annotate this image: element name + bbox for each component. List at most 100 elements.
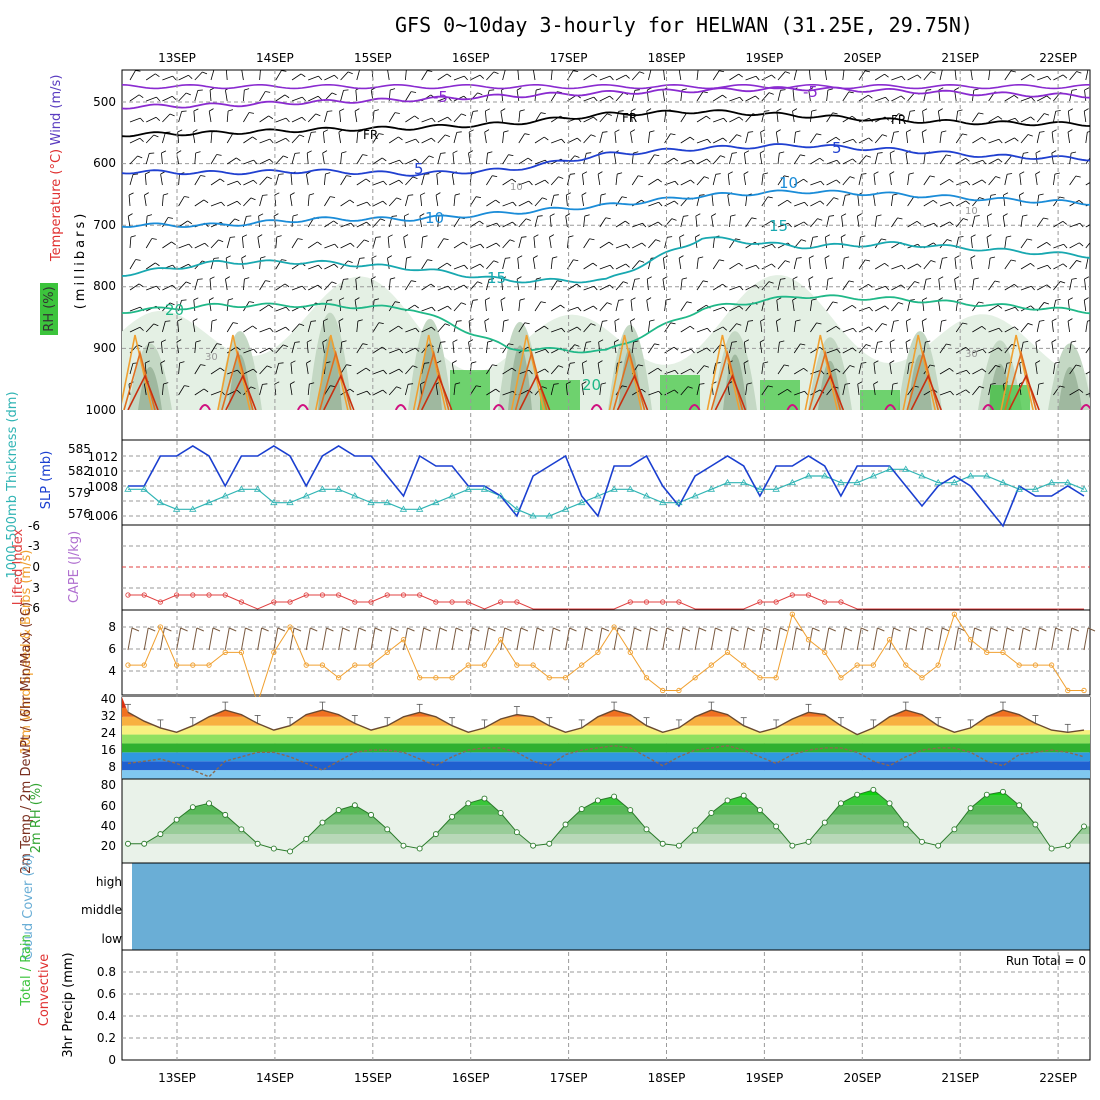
wind-speed-point — [757, 675, 763, 681]
wind-barb-flag — [261, 68, 266, 69]
wind-barb-flag — [674, 180, 679, 186]
thickness-point — [1064, 478, 1072, 486]
wind-barb — [696, 384, 700, 396]
wind-barb — [808, 70, 811, 81]
wind-barb — [421, 259, 428, 270]
wind-barb — [388, 279, 391, 291]
wind-barb-flag — [412, 176, 418, 179]
wind-barb-flag — [671, 218, 677, 221]
cloud-level-middle: middle — [81, 903, 122, 917]
wind-barb-flag — [739, 96, 744, 102]
wind-barb-flag — [445, 134, 450, 137]
rh2m-point — [1000, 788, 1006, 795]
wind-barb — [243, 197, 252, 207]
wind-barb — [599, 113, 608, 123]
wind-barb — [291, 342, 296, 354]
wind-barb — [615, 74, 627, 81]
isotherm-fr — [122, 109, 1090, 138]
wind-barb-flag — [257, 234, 263, 238]
wind-barb-flag — [244, 88, 250, 91]
wind-barb-flag — [542, 386, 548, 389]
wind-barb — [956, 180, 967, 186]
wind-barb-flag — [690, 368, 695, 373]
wind-barb-flag — [262, 383, 268, 385]
wind-barb-flag — [480, 243, 485, 249]
thickness-point — [334, 485, 343, 492]
wind-barb — [793, 132, 796, 144]
wind-barb-flag — [318, 264, 323, 270]
wind-barb — [308, 95, 319, 102]
wind-barb-flag — [357, 319, 363, 322]
wind-barb-flag — [889, 339, 895, 343]
wind10m-barb-flag — [650, 627, 658, 632]
wind-barb-flag — [156, 285, 161, 291]
wind-barb — [1051, 153, 1054, 165]
lifted-index-point — [400, 592, 407, 598]
wind-barb — [289, 384, 293, 396]
wind-barb — [549, 216, 552, 228]
wind-barb — [421, 155, 430, 165]
thickness-point — [999, 478, 1007, 486]
wind-barb-flag — [738, 305, 744, 310]
li-tick-0: 0 — [32, 560, 40, 574]
wind-barb — [420, 195, 422, 207]
wind-barb-flag — [343, 278, 349, 280]
wind-barb-flag — [1035, 339, 1041, 343]
date-bottom-19sep: 19SEP — [746, 1071, 784, 1085]
wind-barb — [324, 243, 335, 249]
wind-barb-flag — [455, 193, 461, 196]
wind-barb — [486, 175, 493, 186]
wind-barb — [712, 94, 723, 102]
warm-isotherm — [714, 374, 747, 410]
precip-frame — [121, 949, 1091, 1061]
wind-barb — [712, 155, 721, 165]
wind-barb-flag — [209, 276, 215, 280]
wind-barb-flag — [647, 276, 652, 280]
wind-barb-flag — [365, 367, 371, 372]
wind-barb — [761, 281, 770, 291]
wind-barb — [387, 258, 390, 270]
wind-barb — [939, 154, 947, 165]
wind-barb-flag — [892, 382, 898, 385]
wind-barb — [1003, 195, 1006, 207]
wind-barb — [129, 306, 141, 312]
wind-barb-flag — [371, 276, 376, 280]
wind-barb-flag — [269, 158, 274, 163]
wind-barb-flag — [722, 137, 728, 142]
wind-barb-flag — [331, 281, 337, 284]
wind-barb-flag — [917, 74, 922, 79]
wind-barb-flag — [500, 108, 506, 112]
wind-barb — [648, 367, 658, 375]
wind-barb — [777, 153, 780, 165]
wind-barb-flag — [954, 87, 960, 91]
wind-barb-flag — [396, 197, 402, 200]
wind-barb-flag — [949, 221, 954, 226]
wind-barb — [1004, 155, 1013, 165]
wind-speed-point — [303, 662, 309, 668]
wind-barb-flag — [285, 326, 290, 331]
wind-barb-flag — [521, 236, 527, 238]
wind-barb-flag — [436, 171, 442, 175]
wind-barb-flag — [995, 365, 1001, 368]
wind-barb-flag — [614, 318, 620, 322]
wind-barb-flag — [651, 69, 656, 70]
precip-tick-04: 0.4 — [97, 1009, 116, 1023]
wind-barb — [988, 195, 992, 207]
y-tick-1000: 1000 — [85, 403, 116, 417]
wind-barb-flag — [819, 200, 825, 205]
wind-barb — [824, 258, 827, 270]
date-top-17sep: 17SEP — [550, 51, 588, 65]
wind-barb — [988, 70, 991, 81]
wind-barb-flag — [1051, 318, 1057, 322]
wind-barb — [356, 258, 360, 270]
wind-barb — [162, 321, 166, 333]
wind-barb — [356, 367, 367, 375]
wind-barb — [451, 363, 455, 375]
wind-barb — [567, 363, 571, 375]
wind-barb-flag — [528, 180, 533, 186]
wind-barb-flag — [403, 234, 409, 238]
wind-barb-flag — [463, 241, 468, 246]
wind-barb — [275, 70, 282, 81]
date-top-18sep: 18SEP — [648, 51, 686, 65]
rh-shade-dark — [818, 360, 842, 410]
